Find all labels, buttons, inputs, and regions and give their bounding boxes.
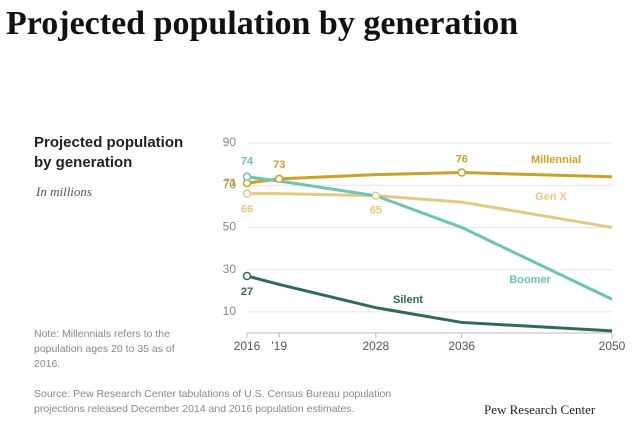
point-marker — [371, 191, 381, 201]
value-label: 73 — [273, 159, 285, 171]
y-tick-label: 50 — [223, 220, 237, 234]
series-line — [246, 274, 613, 333]
series-line — [246, 171, 613, 185]
x-tick-label: 2050 — [599, 339, 626, 353]
y-tick-label: 30 — [223, 262, 237, 276]
value-label: 76 — [456, 153, 468, 165]
note: Note: Millennials refers to the populati… — [34, 328, 175, 370]
series-label: Millennial — [531, 154, 581, 166]
point-marker — [242, 271, 252, 281]
value-label: 71 — [224, 177, 236, 189]
point-marker — [274, 174, 284, 184]
page-title: Projected population by generation — [6, 5, 519, 42]
series-label: Boomer — [509, 274, 551, 286]
point-marker — [457, 168, 466, 177]
value-label: 27 — [241, 286, 253, 298]
series-label: Silent — [393, 294, 423, 306]
y-tick-label: 90 — [223, 135, 237, 149]
point-marker — [242, 189, 252, 198]
y-tick-label: 70 — [223, 177, 237, 191]
value-label: 65 — [370, 205, 382, 217]
y-tick-label: 10 — [223, 304, 237, 318]
x-tick-label: 2036 — [448, 339, 475, 353]
series-label: Gen X — [535, 191, 567, 203]
source: Source: Pew Research Center tabulations … — [34, 388, 392, 415]
x-tick-label: 2016 — [234, 339, 261, 353]
value-label: 74 — [241, 156, 254, 168]
point-marker — [242, 172, 252, 182]
value-label: 66 — [241, 204, 253, 216]
credit: Pew Research Center — [484, 402, 596, 417]
chart-subtitle: In millions — [36, 184, 92, 199]
x-tick-label: 2028 — [362, 339, 389, 353]
x-tick-label: '19 — [271, 339, 287, 353]
chart-title: Projected population by generation — [34, 134, 184, 171]
